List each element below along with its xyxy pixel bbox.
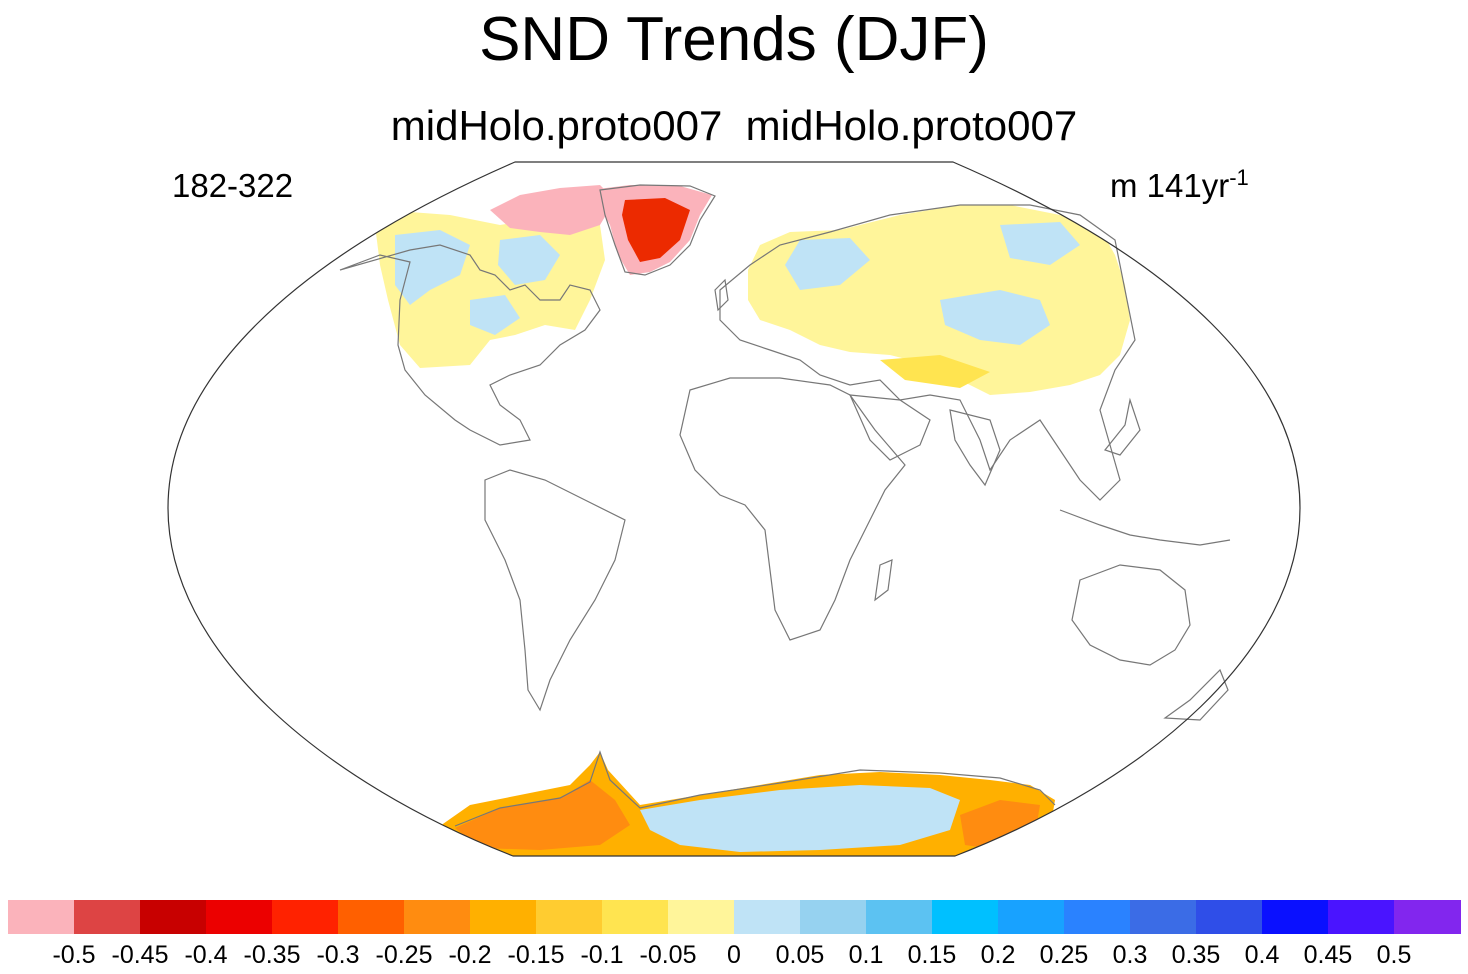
field-eurasia-blue-2 bbox=[940, 290, 1050, 345]
coast-india bbox=[949, 409, 1001, 487]
colorbar-swatch bbox=[1064, 900, 1131, 934]
colorbar-swatch bbox=[602, 900, 669, 934]
field-eurasia-blue-3 bbox=[1000, 222, 1080, 265]
colorbar-swatch bbox=[1130, 900, 1197, 934]
colorbar-tick-label: 0.35 bbox=[1171, 941, 1221, 969]
colorbar-swatch bbox=[536, 900, 603, 934]
colorbar-tick-label: 0.15 bbox=[907, 941, 957, 969]
colorbar-swatch bbox=[734, 900, 801, 934]
chart-title: SND Trends (DJF) bbox=[479, 5, 989, 74]
coast-japan bbox=[1103, 397, 1141, 456]
colorbar-swatch bbox=[206, 900, 273, 934]
colorbar-tick-label: 0.4 bbox=[1244, 941, 1280, 969]
period-label: 182-322 bbox=[172, 167, 294, 204]
colorbar-swatch bbox=[8, 900, 75, 934]
coast-africa bbox=[679, 377, 906, 641]
coast-arabia bbox=[849, 394, 931, 461]
colorbar-tick-label: -0.2 bbox=[448, 941, 492, 969]
colorbar-tick-label: 0.05 bbox=[775, 941, 825, 969]
colorbar-tick-label: -0.15 bbox=[507, 941, 565, 969]
field-antarctica-orange bbox=[455, 780, 630, 850]
colorbar-swatch bbox=[800, 900, 867, 934]
colorbar-tick-label: -0.35 bbox=[243, 941, 301, 969]
colorbar-swatch bbox=[1196, 900, 1263, 934]
colorbar-swatch bbox=[998, 900, 1065, 934]
colorbar-swatch bbox=[140, 900, 207, 934]
world-map bbox=[167, 161, 1301, 857]
field-greenland-core bbox=[622, 198, 690, 262]
colorbar-swatch bbox=[932, 900, 999, 934]
coast-antarctica bbox=[454, 750, 1056, 827]
coast-australia bbox=[1071, 564, 1191, 666]
colorbar-tick-label: -0.5 bbox=[52, 941, 96, 969]
field-arctic-islands bbox=[490, 185, 615, 235]
colorbar-swatch bbox=[1328, 900, 1395, 934]
colorbar-tick-label: -0.1 bbox=[580, 941, 624, 969]
coast-north-america bbox=[339, 244, 601, 446]
units-exponent: -1 bbox=[1229, 165, 1249, 190]
colorbar-swatch bbox=[470, 900, 537, 934]
colorbar-swatch bbox=[1394, 900, 1461, 934]
coast-uk bbox=[714, 278, 729, 312]
colorbar-tick-label: -0.25 bbox=[375, 941, 433, 969]
field-antarctica-blue bbox=[640, 785, 960, 852]
coast-madagascar bbox=[874, 559, 893, 602]
field-eurasia-blue bbox=[785, 238, 870, 290]
colorbar-tick-label: 0.1 bbox=[848, 941, 884, 969]
colorbar-tick-label: -0.3 bbox=[316, 941, 360, 969]
coast-new-zealand bbox=[1163, 668, 1229, 721]
colorbar-swatch bbox=[1262, 900, 1329, 934]
colorbar-tick-label: 0 bbox=[727, 941, 741, 969]
coast-eurasia bbox=[719, 204, 1136, 501]
colorbar-swatch bbox=[404, 900, 471, 934]
colorbar-tick-label: 0.3 bbox=[1112, 941, 1148, 969]
chart-subtitle: midHolo.proto007 midHolo.proto007 bbox=[390, 102, 1078, 149]
colorbar-swatch bbox=[338, 900, 405, 934]
field-north-america-blue-2 bbox=[498, 235, 560, 285]
colorbar-swatch bbox=[866, 900, 933, 934]
colorbar-swatch bbox=[668, 900, 735, 934]
colorbar-tick-label: -0.05 bbox=[639, 941, 697, 969]
coast-greenland bbox=[599, 184, 716, 276]
colorbar-swatch bbox=[272, 900, 339, 934]
trend-field bbox=[375, 185, 1130, 856]
colorbar-tick-label: 0.45 bbox=[1303, 941, 1353, 969]
units-label: m 141yr-1 bbox=[1110, 156, 1249, 208]
coastlines bbox=[339, 184, 1231, 827]
colorbar-tick-label: -0.4 bbox=[184, 941, 228, 969]
colorbar-tick-label: -0.45 bbox=[111, 941, 169, 969]
map-boundary bbox=[167, 161, 1301, 857]
units-text: m 141yr bbox=[1110, 167, 1230, 204]
colorbar-tick-label: 0.2 bbox=[980, 941, 1016, 969]
colorbar-tick-label: 0.25 bbox=[1039, 941, 1089, 969]
field-eurasia-blue-4 bbox=[880, 355, 990, 388]
field-north-america-blue-3 bbox=[470, 295, 520, 335]
coast-south-america bbox=[484, 469, 626, 712]
colorbar-swatch bbox=[74, 900, 141, 934]
coast-indonesia bbox=[1059, 509, 1231, 546]
colorbar-tick-label: 0.5 bbox=[1376, 941, 1412, 969]
